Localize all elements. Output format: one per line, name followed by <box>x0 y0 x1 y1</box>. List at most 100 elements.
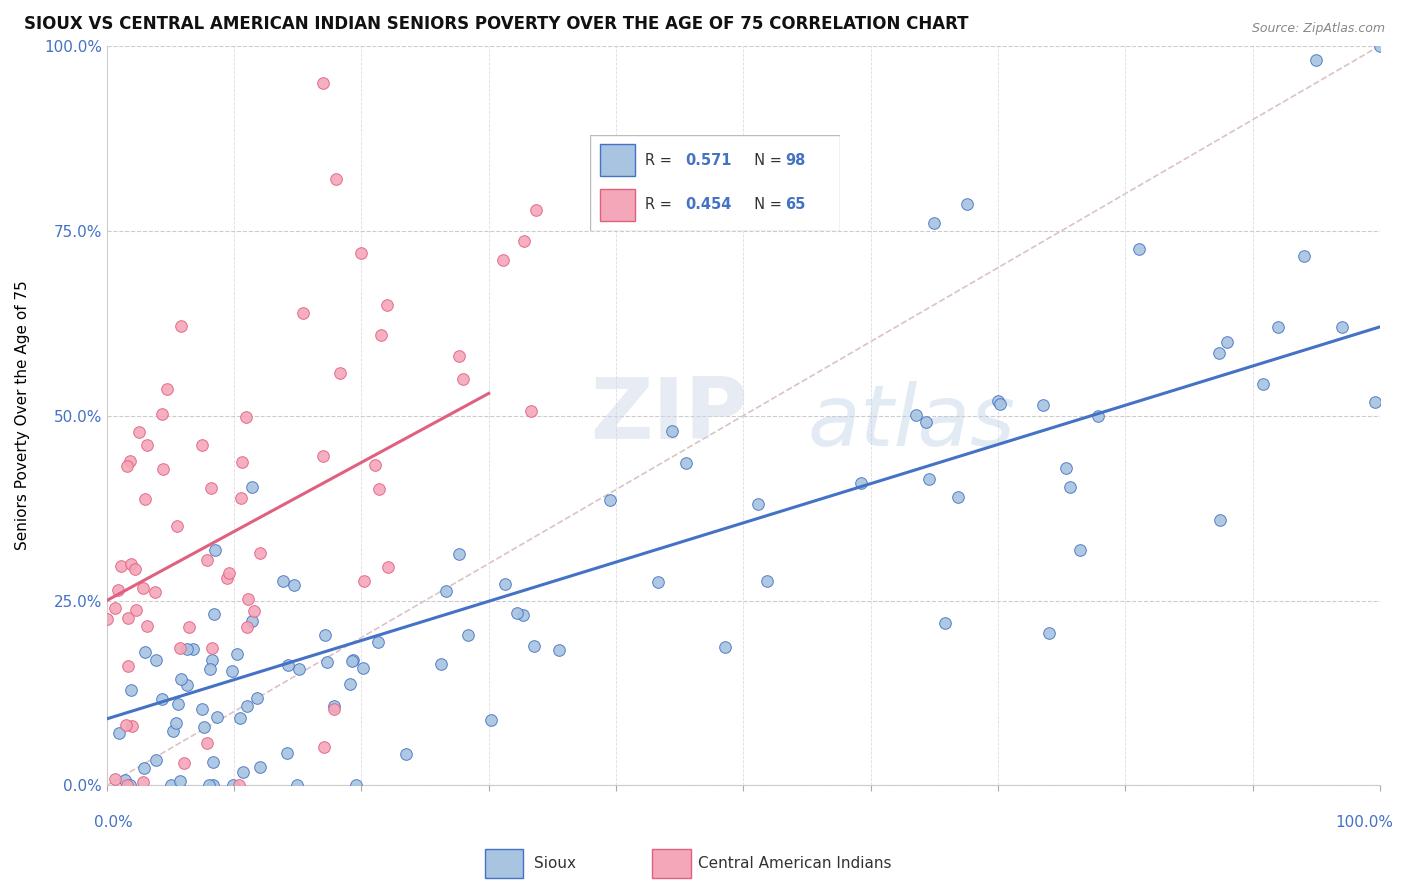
Point <box>285 779 308 793</box>
Point <box>115 459 138 474</box>
Point <box>520 404 543 418</box>
Point <box>1069 542 1091 557</box>
Text: 100.0%: 100.0% <box>1334 815 1393 830</box>
Point <box>370 328 392 343</box>
Point <box>447 547 470 561</box>
Point <box>917 471 939 485</box>
Point <box>170 318 193 333</box>
Point <box>120 779 142 793</box>
Point <box>599 493 621 508</box>
Point <box>1059 480 1081 494</box>
Point <box>329 367 352 381</box>
Point <box>229 491 252 505</box>
Point <box>169 640 191 655</box>
Point <box>1087 409 1109 424</box>
Point <box>176 642 198 657</box>
Point <box>905 408 928 422</box>
Point <box>1364 395 1386 409</box>
Text: atlas: atlas <box>807 382 1015 465</box>
Point <box>170 672 193 686</box>
Point <box>249 545 271 559</box>
Point <box>198 779 221 793</box>
Point <box>506 606 529 620</box>
Point <box>314 628 336 642</box>
Point <box>249 760 271 774</box>
FancyBboxPatch shape <box>600 145 636 176</box>
Point <box>169 774 191 789</box>
Point <box>368 483 391 497</box>
Point <box>457 628 479 642</box>
Point <box>114 718 136 732</box>
Point <box>924 216 946 230</box>
Point <box>125 603 148 617</box>
Point <box>222 779 245 793</box>
Point <box>136 438 159 452</box>
Point <box>176 677 198 691</box>
Point <box>115 779 138 793</box>
Point <box>453 371 475 385</box>
Point <box>204 543 226 558</box>
Point <box>104 600 127 615</box>
Text: R =: R = <box>645 197 681 212</box>
Point <box>271 574 294 589</box>
Point <box>956 196 979 211</box>
Point <box>225 647 247 661</box>
Point <box>1208 513 1230 527</box>
Point <box>107 725 129 739</box>
Point <box>120 454 142 468</box>
FancyBboxPatch shape <box>600 189 636 221</box>
Point <box>316 656 339 670</box>
Point <box>132 775 155 789</box>
FancyBboxPatch shape <box>485 849 523 878</box>
Text: 65: 65 <box>786 197 806 212</box>
Point <box>277 658 299 673</box>
Point <box>166 518 188 533</box>
Point <box>340 654 363 668</box>
Point <box>1038 625 1060 640</box>
Point <box>377 560 399 574</box>
Point <box>193 720 215 734</box>
Point <box>915 415 938 429</box>
Point <box>236 619 259 633</box>
Point <box>312 76 335 90</box>
Point <box>191 702 214 716</box>
Point <box>350 245 373 260</box>
Point <box>205 710 228 724</box>
Point <box>1330 319 1353 334</box>
Point <box>512 607 534 622</box>
Text: 0.571: 0.571 <box>685 153 731 168</box>
Point <box>134 492 156 507</box>
Point <box>177 619 200 633</box>
Point <box>121 719 143 733</box>
Point <box>1251 377 1274 392</box>
Point <box>135 619 157 633</box>
Point <box>145 653 167 667</box>
Point <box>494 577 516 591</box>
Text: R =: R = <box>645 153 681 168</box>
Point <box>160 779 183 793</box>
Text: Central American Indians: Central American Indians <box>699 856 891 871</box>
Point <box>523 639 546 653</box>
Point <box>312 449 335 463</box>
Point <box>200 481 222 495</box>
Point <box>124 562 146 576</box>
Point <box>344 779 367 793</box>
Point <box>195 552 218 566</box>
Point <box>218 566 240 580</box>
Point <box>152 407 174 421</box>
FancyBboxPatch shape <box>591 135 841 231</box>
Point <box>312 739 335 754</box>
Text: SIOUX VS CENTRAL AMERICAN INDIAN SENIORS POVERTY OVER THE AGE OF 75 CORRELATION : SIOUX VS CENTRAL AMERICAN INDIAN SENIORS… <box>24 15 969 33</box>
Point <box>96 612 118 626</box>
Point <box>1208 346 1230 360</box>
Point <box>201 755 224 769</box>
Point <box>120 558 142 572</box>
Point <box>202 607 225 622</box>
Point <box>197 735 219 749</box>
Point <box>181 641 204 656</box>
Point <box>201 779 224 793</box>
Point <box>134 645 156 659</box>
Point <box>1128 242 1150 256</box>
Point <box>990 397 1012 411</box>
Point <box>235 698 257 713</box>
